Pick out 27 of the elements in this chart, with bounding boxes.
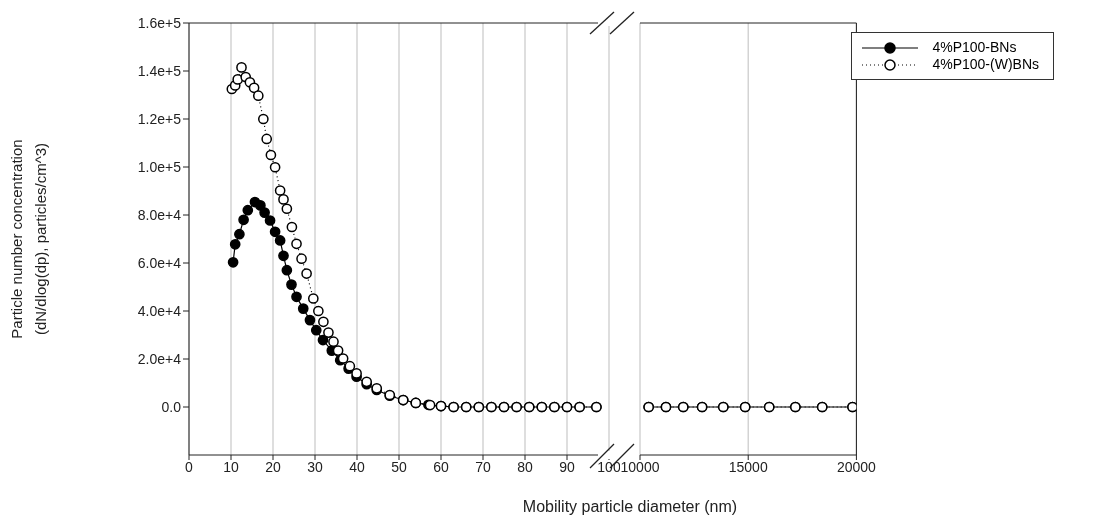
y-tick-label: 8.0e+4 <box>137 206 182 223</box>
x-tick-label: 80 <box>517 458 533 475</box>
x-tick-label: 20 <box>265 458 281 475</box>
x-tick-label: 100 <box>597 458 621 475</box>
legend-label: 4%P100-BNs <box>932 39 1017 56</box>
x-tick-label: 70 <box>475 458 491 475</box>
x-tick-label: 10000 <box>620 458 660 475</box>
x-tick-label: 30 <box>307 458 323 475</box>
legend-label: 4%P100-(W)BNs <box>932 56 1039 73</box>
x-tick-label: 20000 <box>836 458 877 475</box>
y-tick-label: 1.6e+5 <box>137 14 182 31</box>
y-tick-label: 1.0e+5 <box>137 158 182 175</box>
x-tick-label: 60 <box>433 458 449 475</box>
y-tick-label: 6.0e+4 <box>137 254 182 271</box>
y-tick-label: 0.0 <box>161 398 182 415</box>
x-tick-label: 10 <box>223 458 239 475</box>
x-tick-label: 50 <box>391 458 407 475</box>
x-axis-title: Mobility particle diameter (nm) <box>521 498 739 516</box>
x-tick-label: 15000 <box>728 458 768 475</box>
y-axis-title: Particle number concentration (dN/dlog(dp), particles/cm^3) <box>7 139 49 339</box>
y-tick-label: 1.2e+5 <box>137 110 182 127</box>
y-tick-label: 4.0e+4 <box>137 302 182 319</box>
x-tick-label: 0 <box>185 458 194 475</box>
x-tick-label: 90 <box>559 458 575 475</box>
y-tick-label: 1.4e+5 <box>137 62 182 79</box>
y-tick-label: 2.0e+4 <box>137 350 182 367</box>
x-tick-label: 40 <box>349 458 365 475</box>
